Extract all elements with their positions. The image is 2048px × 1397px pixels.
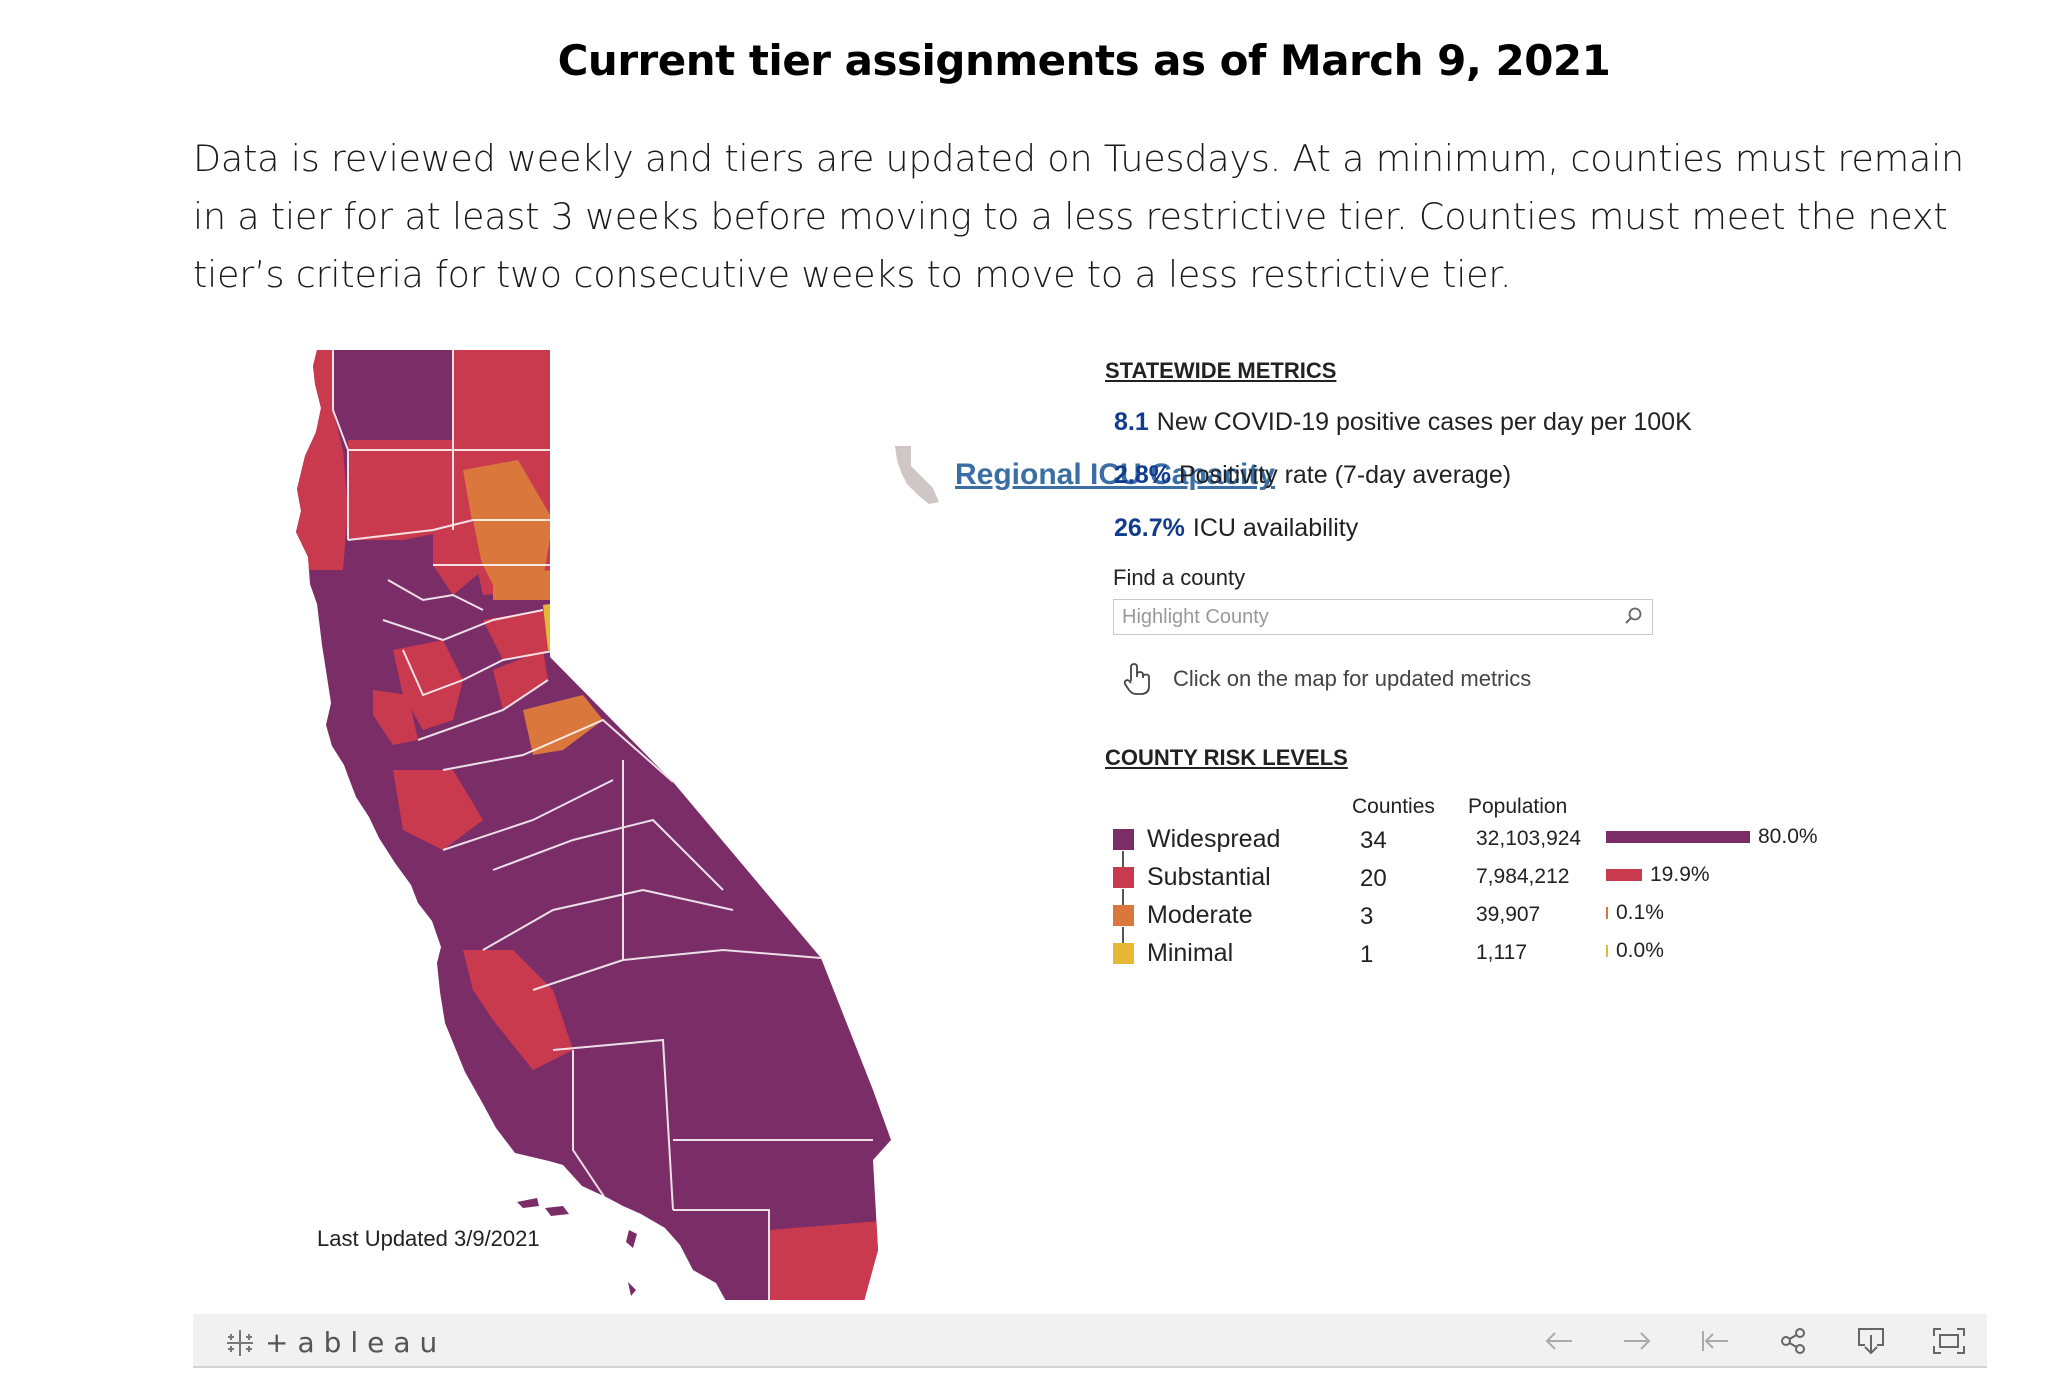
find-county-label: Find a county — [1113, 565, 1246, 590]
county-risk-levels: COUNTY RISK LEVELS Counties Population W… — [1105, 745, 1925, 985]
col-counties: Counties — [1352, 795, 1435, 818]
metric-cases: 8.1 New COVID-19 positive cases per day p… — [1114, 408, 1925, 437]
redo-icon[interactable] — [1619, 1324, 1655, 1358]
region-amador[interactable] — [493, 650, 548, 710]
metric-positivity-label: Positivity rate (7-day average) — [1178, 461, 1512, 489]
region-ventura[interactable] — [463, 950, 573, 1070]
region-north-valley-east[interactable] — [453, 350, 553, 450]
risk-level-name: Widespread — [1147, 825, 1281, 853]
toolbar-actions — [1541, 1324, 1967, 1358]
risk-county-count: 34 — [1360, 827, 1387, 854]
california-mini-icon — [895, 446, 939, 504]
regional-icu-link[interactable]: Regional ICU Capacity — [893, 444, 1275, 506]
metric-cases-label: New COVID-19 positive cases per day per … — [1156, 408, 1692, 436]
county-search[interactable] — [1113, 599, 1653, 635]
statewide-metrics-heading: STATEWIDE METRICS — [1105, 358, 1337, 383]
regional-icu-label[interactable]: Regional ICU Capacity — [955, 458, 1276, 491]
risk-county-count: 1 — [1360, 941, 1374, 968]
risk-row-moderate[interactable]: Moderate 3 39,907 0.1% — [1113, 901, 1933, 931]
region-sierra[interactable] — [493, 570, 553, 600]
risk-share-bar — [1606, 907, 1608, 919]
intro-paragraph: Data is reviewed weekly and tiers are up… — [193, 137, 1964, 296]
risk-population: 32,103,924 — [1476, 827, 1582, 850]
metric-icu: 26.7% ICU availability — [1114, 514, 1925, 543]
risk-swatch — [1113, 829, 1134, 850]
undo-icon[interactable] — [1541, 1324, 1577, 1358]
risk-table: Counties Population Widespread 34 32,103,9… — [1105, 795, 1925, 985]
risk-row-substantial[interactable]: Substantial 20 7,984,212 19.9% — [1113, 863, 1933, 893]
county-borders — [332, 350, 873, 1300]
risk-level-name: Substantial — [1147, 863, 1271, 891]
risk-county-count: 3 — [1360, 903, 1374, 930]
county-search-input[interactable] — [1114, 600, 1610, 634]
region-bay-peninsula[interactable] — [393, 770, 483, 850]
map-hint: Click on the map for updated metrics — [1121, 661, 1925, 697]
metric-positivity: 2.8% Positivity rate (7-day average) — [1114, 461, 1925, 490]
risk-share-percent: 0.1% — [1616, 901, 1664, 924]
region-alpine[interactable] — [543, 600, 583, 650]
region-mariposa[interactable] — [523, 695, 603, 755]
pointer-hand-icon — [1123, 663, 1150, 695]
risk-share-bar — [1606, 945, 1608, 957]
risk-population: 7,984,212 — [1476, 865, 1570, 888]
tableau-wordmark: +ableau — [265, 1326, 447, 1359]
risk-share-percent: 19.9% — [1650, 863, 1710, 886]
risk-share-percent: 80.0% — [1758, 825, 1818, 848]
metric-cases-value: 8.1 — [1114, 408, 1149, 436]
risk-share-bar — [1606, 831, 1750, 843]
search-icon[interactable] — [1624, 606, 1644, 631]
risk-population: 1,117 — [1476, 941, 1527, 964]
tableau-toolbar: +ableau — [193, 1314, 1987, 1368]
region-marin-sf[interactable] — [373, 690, 418, 745]
risk-level-name: Moderate — [1147, 901, 1253, 929]
channel-islands — [517, 1198, 637, 1296]
risk-population: 39,907 — [1476, 903, 1541, 926]
map-hint-text: Click on the map for updated metrics — [1173, 666, 1532, 691]
california-tier-map[interactable] — [293, 350, 1293, 1300]
risk-row-minimal[interactable]: Minimal 1 1,117 0.0% — [1113, 939, 1933, 969]
risk-share-bar — [1606, 869, 1642, 881]
metric-icu-value: 26.7% — [1114, 514, 1185, 542]
revert-icon[interactable] — [1697, 1324, 1733, 1358]
last-updated: Last Updated 3/9/2021 — [317, 1226, 540, 1251]
risk-level-name: Minimal — [1147, 939, 1234, 967]
region-imperial[interactable] — [769, 1220, 893, 1300]
fullscreen-icon[interactable] — [1931, 1324, 1967, 1358]
region-placer-el-dorado[interactable] — [483, 610, 558, 660]
tableau-brand[interactable]: +ableau — [225, 1326, 446, 1359]
download-icon[interactable] — [1853, 1324, 1889, 1358]
risk-swatch — [1113, 943, 1134, 964]
county-risk-heading: COUNTY RISK LEVELS — [1105, 745, 1348, 770]
risk-connector — [1122, 889, 1124, 905]
col-population: Population — [1468, 795, 1568, 818]
share-icon[interactable] — [1775, 1324, 1811, 1358]
risk-county-count: 20 — [1360, 865, 1387, 892]
metric-icu-label: ICU availability — [1192, 514, 1359, 542]
risk-share-percent: 0.0% — [1616, 939, 1664, 962]
metrics-panel: STATEWIDE METRICS 8.1 New COVID-19 positi… — [1105, 358, 1925, 985]
risk-swatch — [1113, 867, 1134, 888]
risk-swatch — [1113, 905, 1134, 926]
tableau-viz: Regional ICU Capacity Last Updated 3/9/2… — [193, 340, 1963, 1340]
region-butte[interactable] — [433, 520, 483, 595]
page-title: Current tier assignments as of March 9, … — [557, 36, 1611, 85]
tableau-logo-icon — [227, 1329, 253, 1356]
metric-positivity-value: 2.8% — [1114, 461, 1171, 489]
region-plumas[interactable] — [463, 460, 553, 595]
risk-connector — [1122, 927, 1124, 943]
risk-row-widespread[interactable]: Widespread 34 32,103,924 80.0% — [1113, 825, 1933, 855]
risk-connector — [1122, 851, 1124, 867]
